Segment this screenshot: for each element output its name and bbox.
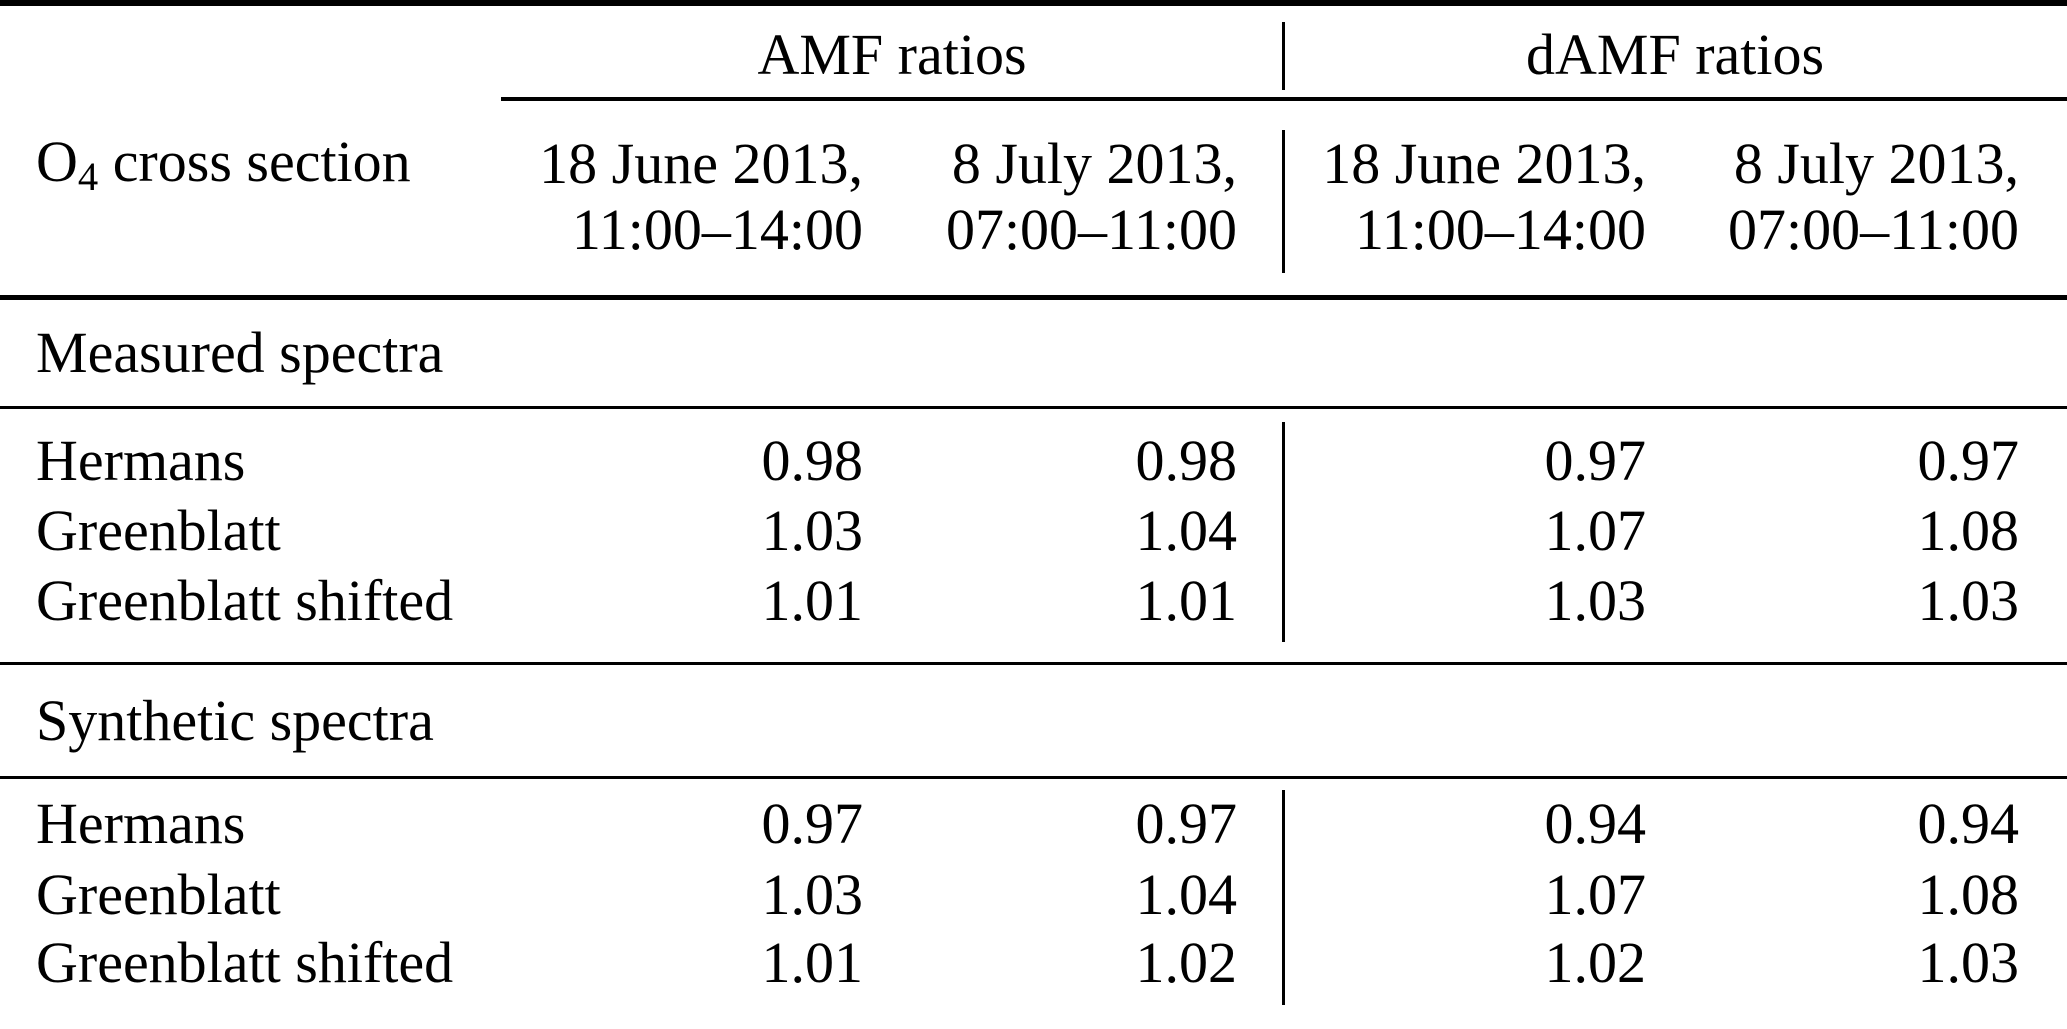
value-cell: 1.04 bbox=[1135, 497, 1238, 563]
column-header-row: O4 cross section 18 June 2013, 11:00–14:… bbox=[0, 99, 2067, 300]
value-cell: 0.98 bbox=[1135, 428, 1238, 494]
value-cell: 1.07 bbox=[1544, 861, 1647, 927]
column-header-date: 8 July 2013, bbox=[1733, 131, 2020, 196]
value-cell: 0.98 bbox=[761, 428, 864, 494]
column-header-time: 11:00–14:00 bbox=[571, 197, 863, 262]
column-header-date: 8 July 2013, bbox=[951, 131, 1238, 196]
value-cell: 0.94 bbox=[1544, 791, 1647, 857]
row-label-header: O4 cross section bbox=[0, 99, 501, 300]
table-row: Hermans 0.97 0.97 0.94 0.94 bbox=[0, 777, 2067, 859]
amf-ratios-group-header: AMF ratios bbox=[501, 3, 1284, 101]
column-header-damf-18june: 18 June 2013, 11:00–14:00 bbox=[1283, 99, 1688, 300]
column-divider bbox=[1282, 422, 1285, 642]
value-cell: 1.03 bbox=[1917, 930, 2020, 995]
column-divider bbox=[1282, 22, 1285, 90]
row-label: Greenblatt shifted bbox=[36, 930, 454, 995]
value-cell: 0.97 bbox=[761, 791, 864, 857]
value-cell: 1.03 bbox=[761, 861, 864, 927]
column-header-amf-18june: 18 June 2013, 11:00–14:00 bbox=[501, 99, 908, 300]
row-label: Greenblatt bbox=[36, 861, 281, 927]
column-header-date: 18 June 2013, bbox=[539, 131, 863, 196]
o4-label-prefix: O bbox=[36, 129, 78, 194]
value-cell: 0.94 bbox=[1917, 791, 2020, 857]
column-divider bbox=[1282, 790, 1285, 1005]
column-header-time: 07:00–11:00 bbox=[1727, 197, 2020, 262]
column-header-time: 07:00–11:00 bbox=[945, 197, 1238, 262]
value-cell: 1.01 bbox=[501, 565, 908, 665]
column-header-damf-8july: 8 July 2013, 07:00–11:00 bbox=[1687, 99, 2067, 300]
value-cell: 1.02 bbox=[1544, 930, 1647, 995]
row-label: Greenblatt bbox=[36, 497, 281, 563]
value-cell: 1.02 bbox=[1135, 930, 1238, 995]
value-cell: 1.03 bbox=[1687, 565, 2067, 665]
row-label: Hermans bbox=[36, 428, 246, 494]
value-cell: 1.03 bbox=[761, 497, 864, 563]
value-cell: 1.07 bbox=[1544, 497, 1647, 563]
value-cell: 1.08 bbox=[1917, 497, 2020, 563]
corner-cell bbox=[0, 3, 501, 99]
column-divider bbox=[1282, 130, 1285, 273]
section-title-synthetic-spectra: Synthetic spectra bbox=[0, 663, 2067, 779]
section-header-row-synthetic: Synthetic spectra bbox=[0, 663, 2067, 779]
table-row: Greenblatt shifted 1.01 1.01 1.03 1.03 bbox=[0, 565, 2067, 665]
value-cell: 1.01 bbox=[761, 930, 864, 995]
damf-ratios-group-header: dAMF ratios bbox=[1283, 3, 2067, 101]
group-header-row: AMF ratios dAMF ratios bbox=[0, 3, 2067, 101]
row-label: Greenblatt shifted bbox=[0, 565, 501, 665]
o4-subscript: 4 bbox=[77, 153, 99, 199]
value-cell: 1.08 bbox=[1917, 861, 2020, 927]
value-cell: 0.97 bbox=[1135, 791, 1238, 857]
column-header-amf-8july: 8 July 2013, 07:00–11:00 bbox=[908, 99, 1284, 300]
o4-label-rest: cross section bbox=[98, 129, 411, 194]
column-header-time: 11:00–14:00 bbox=[1354, 197, 1647, 262]
value-cell: 1.01 bbox=[908, 565, 1284, 665]
value-cell: 1.03 bbox=[1283, 565, 1688, 665]
section-title-measured-spectra: Measured spectra bbox=[0, 297, 2067, 409]
value-cell: 0.97 bbox=[1544, 428, 1647, 494]
row-label: Hermans bbox=[36, 791, 246, 857]
table-row: Greenblatt shifted 1.01 1.02 1.02 1.03 bbox=[0, 929, 2067, 1029]
column-header-date: 18 June 2013, bbox=[1322, 131, 1647, 196]
section-header-row-measured: Measured spectra bbox=[0, 297, 2067, 409]
value-cell: 1.04 bbox=[1135, 861, 1238, 927]
table-row: Hermans 0.98 0.98 0.97 0.97 bbox=[0, 407, 2067, 495]
table-row: Greenblatt 1.03 1.04 1.07 1.08 bbox=[0, 495, 2067, 565]
table-row: Greenblatt 1.03 1.04 1.07 1.08 bbox=[0, 859, 2067, 929]
value-cell: 0.97 bbox=[1917, 428, 2020, 494]
